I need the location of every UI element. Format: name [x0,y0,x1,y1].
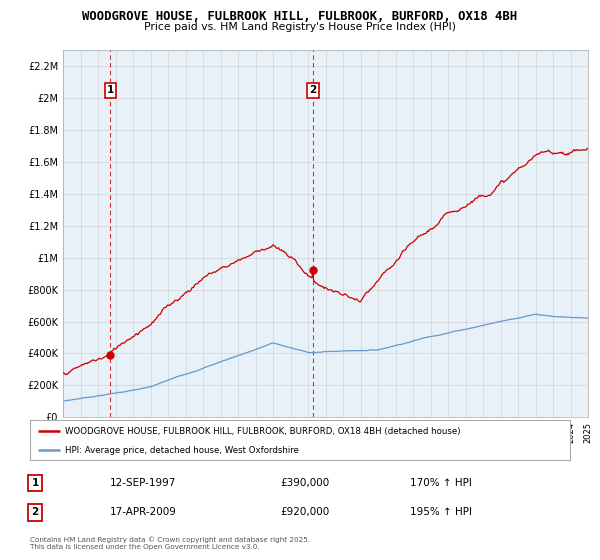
Text: 1: 1 [31,478,38,488]
Text: 2: 2 [31,507,38,517]
Text: HPI: Average price, detached house, West Oxfordshire: HPI: Average price, detached house, West… [65,446,299,455]
Text: £390,000: £390,000 [280,478,329,488]
Text: WOODGROVE HOUSE, FULBROOK HILL, FULBROOK, BURFORD, OX18 4BH: WOODGROVE HOUSE, FULBROOK HILL, FULBROOK… [82,10,518,23]
Text: WOODGROVE HOUSE, FULBROOK HILL, FULBROOK, BURFORD, OX18 4BH (detached house): WOODGROVE HOUSE, FULBROOK HILL, FULBROOK… [65,427,461,436]
Text: Contains HM Land Registry data © Crown copyright and database right 2025.
This d: Contains HM Land Registry data © Crown c… [30,536,310,550]
Text: 195% ↑ HPI: 195% ↑ HPI [410,507,472,517]
Text: 1: 1 [107,85,114,95]
Text: 2: 2 [310,85,317,95]
Text: 17-APR-2009: 17-APR-2009 [110,507,177,517]
Text: Price paid vs. HM Land Registry's House Price Index (HPI): Price paid vs. HM Land Registry's House … [144,22,456,32]
Text: £920,000: £920,000 [280,507,329,517]
Text: 12-SEP-1997: 12-SEP-1997 [110,478,176,488]
Text: 170% ↑ HPI: 170% ↑ HPI [410,478,472,488]
